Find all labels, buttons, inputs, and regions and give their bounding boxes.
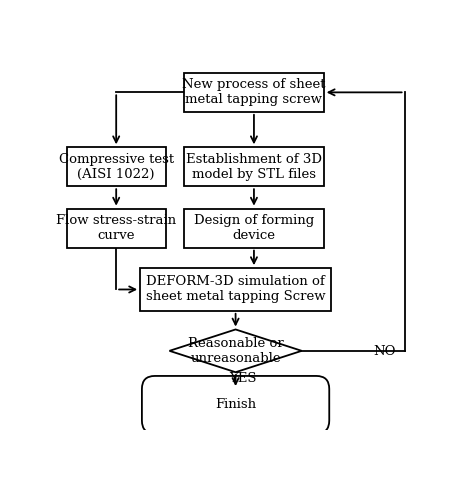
- FancyBboxPatch shape: [184, 209, 324, 248]
- FancyBboxPatch shape: [184, 73, 324, 112]
- FancyBboxPatch shape: [184, 147, 324, 186]
- FancyBboxPatch shape: [142, 376, 329, 434]
- FancyBboxPatch shape: [66, 147, 166, 186]
- Text: Establishment of 3D
model by STL files: Establishment of 3D model by STL files: [186, 153, 322, 181]
- Text: DEFORM-3D simulation of
sheet metal tapping Screw: DEFORM-3D simulation of sheet metal tapp…: [146, 275, 325, 303]
- Text: Flow stress-strain
curve: Flow stress-strain curve: [56, 214, 176, 242]
- Text: NO: NO: [373, 345, 396, 358]
- Text: Design of forming
device: Design of forming device: [194, 214, 314, 242]
- Text: YES: YES: [229, 372, 257, 385]
- Text: Compressive test
(AISI 1022): Compressive test (AISI 1022): [59, 153, 174, 181]
- FancyBboxPatch shape: [140, 268, 331, 311]
- Text: Reasonable or
unreasonable: Reasonable or unreasonable: [188, 337, 283, 365]
- Text: New process of sheet
metal tapping screw: New process of sheet metal tapping screw: [182, 78, 326, 106]
- Polygon shape: [169, 329, 301, 372]
- Text: Finish: Finish: [215, 398, 256, 411]
- FancyBboxPatch shape: [66, 209, 166, 248]
